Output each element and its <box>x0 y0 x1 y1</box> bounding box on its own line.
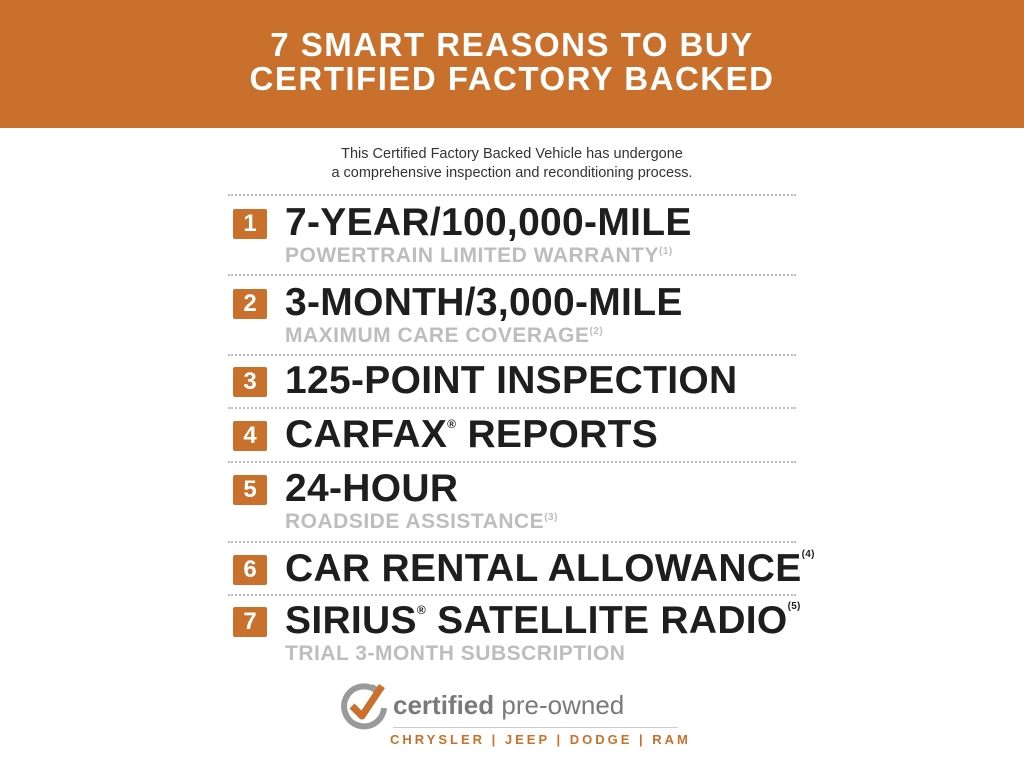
number-badge: 6 <box>233 555 267 585</box>
divider <box>228 194 796 196</box>
header-title-line2: CERTIFIED FACTORY BACKED <box>249 60 775 97</box>
brand-list: CHRYSLER | JEEP | DODGE | RAM <box>390 732 691 747</box>
reason-title: 24-HOUR <box>285 467 459 510</box>
intro-line2: a comprehensive inspection and reconditi… <box>331 165 693 181</box>
number-badge: 5 <box>233 475 267 505</box>
certified-pre-owned-logo: certified pre-owned CHRYSLER | JEEP | DO… <box>338 678 688 750</box>
intro-line1: This Certified Factory Backed Vehicle ha… <box>341 146 683 162</box>
number-badge: 2 <box>233 289 267 319</box>
reason-title: SIRIUS® SATELLITE RADIO(5) <box>285 599 801 642</box>
checkmark-circle-arrow-icon <box>341 683 387 730</box>
reason-subtitle: POWERTRAIN LIMITED WARRANTY(1) <box>285 244 673 267</box>
reason-title: 125-POINT INSPECTION <box>285 359 738 402</box>
number-badge: 4 <box>233 421 267 451</box>
reason-title: 7-YEAR/100,000-MILE <box>285 201 692 244</box>
reason-title: 3-MONTH/3,000-MILE <box>285 281 683 324</box>
divider <box>228 354 796 356</box>
divider <box>228 541 796 543</box>
divider <box>228 407 796 409</box>
divider <box>228 461 796 463</box>
reason-subtitle: MAXIMUM CARE COVERAGE(2) <box>285 324 604 347</box>
header-banner: 7 SMART REASONS TO BUY CERTIFIED FACTORY… <box>0 0 1024 128</box>
reason-title: CARFAX® REPORTS <box>285 413 659 456</box>
reason-subtitle: TRIAL 3-MONTH SUBSCRIPTION <box>285 642 626 665</box>
divider <box>228 594 796 596</box>
logo-text: certified pre-owned <box>393 690 625 720</box>
logo-divider <box>393 727 678 728</box>
header-title-line1: 7 SMART REASONS TO BUY <box>270 26 754 63</box>
divider <box>228 274 796 276</box>
number-badge: 1 <box>233 209 267 239</box>
reason-title: CAR RENTAL ALLOWANCE(4) <box>285 547 815 590</box>
number-badge: 7 <box>233 607 267 637</box>
reason-subtitle: ROADSIDE ASSISTANCE(3) <box>285 510 558 533</box>
number-badge: 3 <box>233 367 267 397</box>
